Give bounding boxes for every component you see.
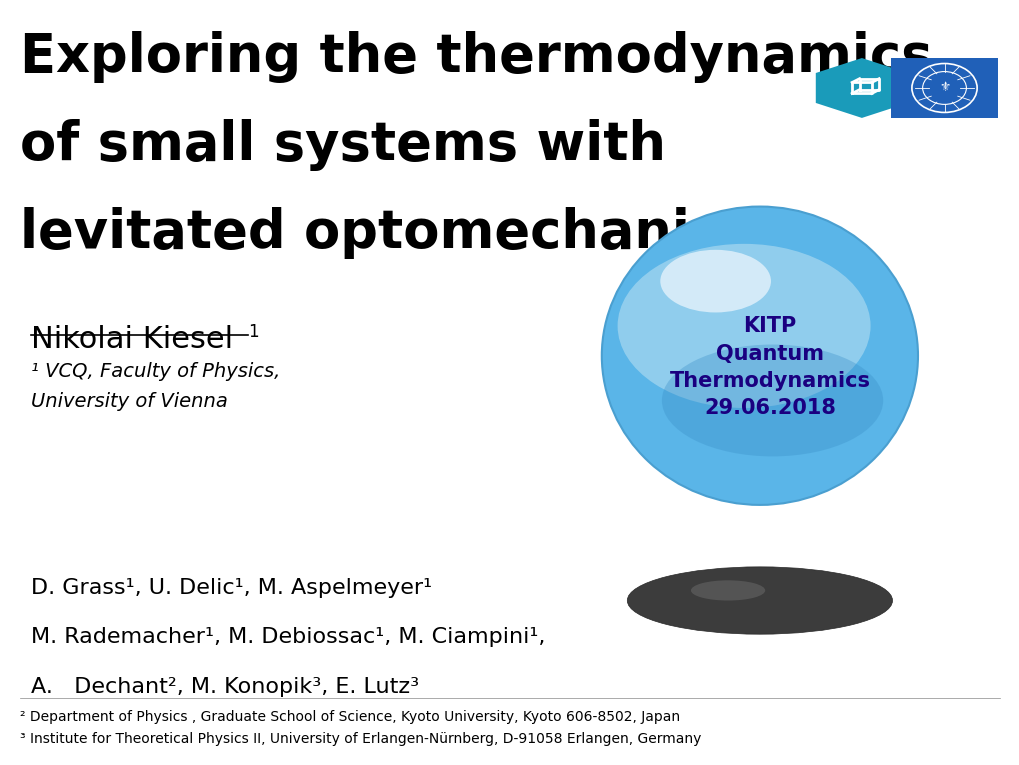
Text: KITP
Quantum
Thermodynamics
29.06.2018: KITP Quantum Thermodynamics 29.06.2018 — [668, 317, 870, 418]
Ellipse shape — [618, 244, 870, 408]
Text: Exploring the thermodynamics: Exploring the thermodynamics — [20, 31, 932, 83]
Text: M. Rademacher¹, M. Debiossac¹, M. Ciampini¹,: M. Rademacher¹, M. Debiossac¹, M. Ciampi… — [31, 627, 544, 647]
Ellipse shape — [627, 567, 892, 634]
Text: Nikolai Kiesel: Nikolai Kiesel — [31, 325, 243, 354]
Text: A.   Dechant², M. Konopik³, E. Lutz³: A. Dechant², M. Konopik³, E. Lutz³ — [31, 677, 419, 697]
Text: 1: 1 — [248, 323, 258, 341]
FancyBboxPatch shape — [891, 58, 997, 118]
Polygon shape — [815, 58, 907, 118]
Text: ⚜: ⚜ — [937, 82, 950, 94]
Ellipse shape — [659, 250, 770, 312]
Ellipse shape — [601, 207, 917, 505]
Text: ² Department of Physics , Graduate School of Science, Kyoto University, Kyoto 60: ² Department of Physics , Graduate Schoo… — [20, 710, 680, 724]
Text: University of Vienna: University of Vienna — [31, 392, 227, 412]
Text: of small systems with: of small systems with — [20, 119, 665, 171]
Ellipse shape — [690, 581, 764, 601]
Text: ¹ VCQ, Faculty of Physics,: ¹ VCQ, Faculty of Physics, — [31, 362, 279, 381]
Text: D. Grass¹, U. Delic¹, M. Aspelmeyer¹: D. Grass¹, U. Delic¹, M. Aspelmeyer¹ — [31, 578, 431, 597]
Text: levitated optomechanics: levitated optomechanics — [20, 207, 752, 259]
Text: ³ Institute for Theoretical Physics II, University of Erlangen-Nürnberg, D-91058: ³ Institute for Theoretical Physics II, … — [20, 732, 701, 746]
Ellipse shape — [661, 344, 882, 457]
